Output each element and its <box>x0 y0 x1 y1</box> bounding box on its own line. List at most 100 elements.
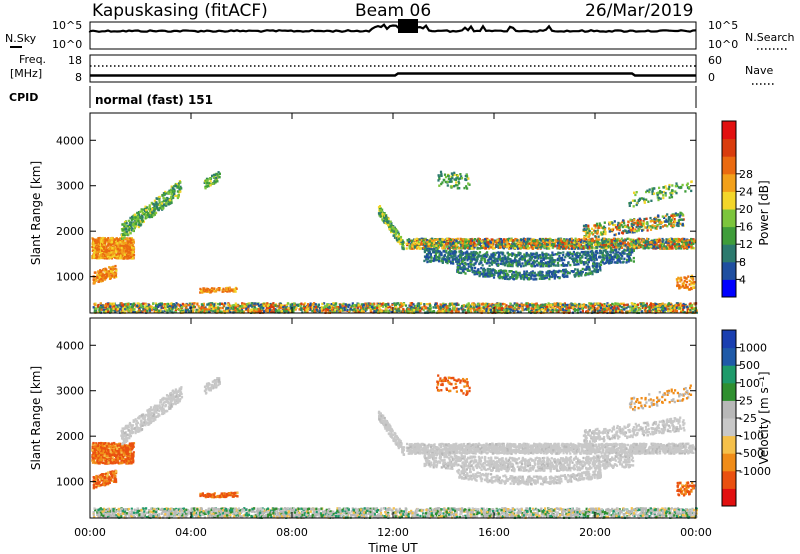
power-data-cell <box>354 304 357 307</box>
power-data-cell <box>180 304 183 307</box>
power-data-cell <box>132 308 135 311</box>
power-data-cell <box>124 237 128 240</box>
power-data-cell <box>418 304 421 308</box>
power-data-cell <box>649 304 652 307</box>
power-data-cell <box>573 308 576 311</box>
power-data-cell <box>121 257 124 260</box>
power-data-cell <box>131 217 134 220</box>
power-data-cell <box>247 303 251 307</box>
power-data-cell <box>603 307 606 311</box>
power-data-cell <box>263 304 266 307</box>
power-data-cell <box>307 307 310 310</box>
power-data-cell <box>130 309 133 312</box>
power-data-cell <box>272 310 275 313</box>
power-data-cell <box>101 253 104 256</box>
power-data-cell <box>679 304 682 307</box>
power-data-cell <box>584 306 587 309</box>
power-data-cell <box>202 287 205 290</box>
power-data-cell <box>399 238 403 241</box>
power-data-cell <box>140 209 143 213</box>
power-data-cell <box>208 182 211 185</box>
power-data-cell <box>121 237 124 240</box>
power-data-cell <box>119 244 122 247</box>
power-data-cell <box>605 304 608 308</box>
power-data-cell <box>117 255 120 259</box>
power-data-cell <box>110 308 113 311</box>
power-data-cell <box>369 309 372 312</box>
power-data-cell <box>429 311 432 314</box>
freq-label: Freq. <box>19 53 46 66</box>
power-data-cell <box>132 302 135 305</box>
power-data-cell <box>213 287 216 290</box>
power-data-cell <box>125 244 128 248</box>
power-data-cell <box>306 305 309 308</box>
power-data-cell <box>478 304 481 307</box>
power-data-cell <box>628 243 631 246</box>
power-data-cell <box>603 303 606 306</box>
power-data-cell <box>460 307 463 310</box>
power-data-cell <box>371 303 374 306</box>
power-data-cell <box>581 309 584 313</box>
power-data-cell <box>513 302 516 305</box>
power-data-cell <box>378 308 381 311</box>
power-data-cell <box>596 244 599 248</box>
power-data-cell <box>498 246 502 249</box>
power-data-cell <box>91 256 94 260</box>
power-data-cell <box>691 246 694 249</box>
power-data-cell <box>606 243 609 246</box>
power-data-cell <box>585 304 588 307</box>
power-data-cell <box>670 237 673 240</box>
power-data-cell <box>166 302 169 306</box>
power-data-cell <box>102 255 105 259</box>
power-data-cell <box>100 278 103 281</box>
power-data-cell <box>300 308 303 311</box>
power-data-cell <box>436 304 439 308</box>
power-data-cell <box>123 236 126 239</box>
power-data-cell <box>600 238 603 242</box>
power-data-cell <box>407 310 410 313</box>
sky-tick-high: 10^5 <box>52 19 82 32</box>
power-data-cell <box>209 180 212 183</box>
power-data-cell <box>263 310 266 313</box>
power-data-cell <box>180 306 183 309</box>
power-data-cell <box>633 309 636 312</box>
power-data-cell <box>651 310 654 313</box>
power-data-cell <box>121 235 124 238</box>
power-data-cell <box>320 307 323 311</box>
power-data-cell <box>241 302 244 305</box>
power-data-cell <box>578 302 581 306</box>
power-data-cell <box>568 306 571 309</box>
power-data-cell <box>224 310 227 314</box>
power-data-cell <box>301 311 304 314</box>
power-data-cell <box>206 289 209 292</box>
power-data-cell <box>384 221 387 225</box>
power-data-cell <box>136 305 140 309</box>
power-data-cell <box>235 287 238 290</box>
power-data-cell <box>159 204 162 207</box>
power-data-cell <box>289 303 292 306</box>
power-data-cell <box>157 305 160 308</box>
power-data-cell <box>634 308 637 311</box>
power-data-cell <box>170 195 173 199</box>
power-data-cell <box>107 305 111 309</box>
power-data-cell <box>217 307 220 310</box>
power-data-cell <box>238 307 241 310</box>
power-data-cell <box>115 250 118 253</box>
power-data-cell <box>205 182 208 185</box>
power-data-cell <box>497 307 500 310</box>
power-data-cell <box>611 305 614 309</box>
power-data-cell <box>575 240 578 243</box>
beam-title: Beam 06 <box>355 1 431 21</box>
power-data-cell <box>137 211 141 214</box>
power-data-cell <box>509 308 513 311</box>
power-data-cell <box>622 306 625 309</box>
power-data-cell <box>105 253 108 256</box>
power-data-cell <box>619 309 622 312</box>
power-data-cell <box>585 310 588 313</box>
power-data-cell <box>393 236 397 239</box>
power-data-cell <box>327 308 330 312</box>
power-data-cell <box>373 310 376 313</box>
power-data-cell <box>228 304 231 307</box>
power-data-cell <box>504 306 507 309</box>
power-data-cell <box>232 306 235 309</box>
